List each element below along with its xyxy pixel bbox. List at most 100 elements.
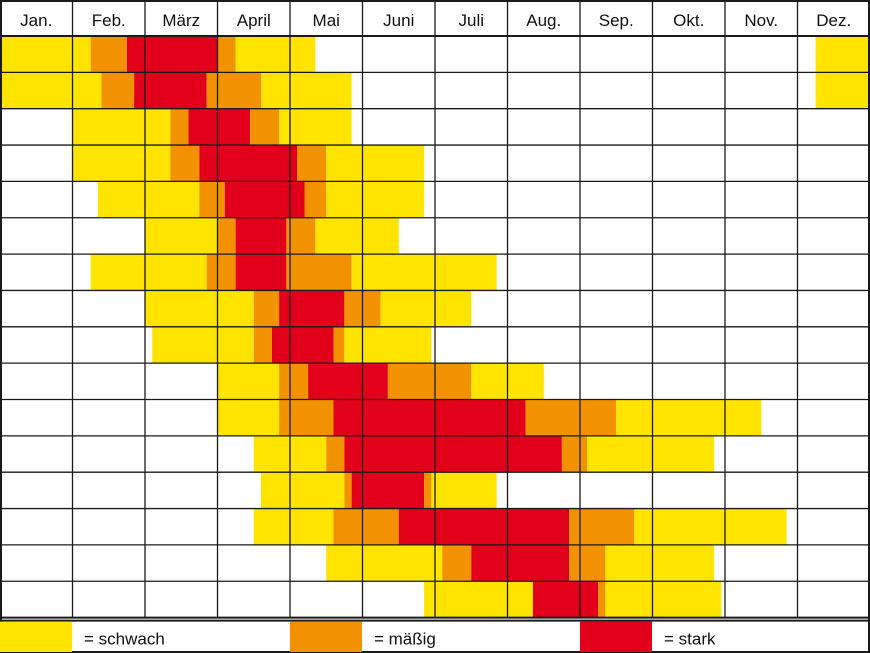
bar-row-9-4-mäßig <box>333 326 345 364</box>
bar-row-10-4-mäßig <box>387 363 472 400</box>
bar-row-2-6-schwach <box>261 72 352 109</box>
bar-row-3-2-mäßig <box>170 108 189 146</box>
bar-row-12-5-schwach <box>587 435 715 473</box>
bar-row-14-5-schwach <box>634 508 787 545</box>
legend-swatch-mäßig <box>290 621 362 652</box>
bar-row-12-3-stark <box>344 435 562 473</box>
month-label: Okt. <box>673 11 704 30</box>
bar-row-9-3-stark <box>271 326 334 364</box>
month-label: Jan. <box>20 11 52 30</box>
bar-row-8-3-stark <box>279 290 345 327</box>
bar-row-11-5-schwach <box>616 399 762 436</box>
bar-row-12-4-mäßig <box>561 435 588 473</box>
bar-row-4-5-schwach <box>326 145 425 182</box>
bar-row-7-5-schwach <box>351 254 497 291</box>
bar-row-2-7-schwach <box>815 72 870 109</box>
legend-label-schwach: = schwach <box>84 630 165 649</box>
bar-row-10-3-stark <box>308 363 388 400</box>
bar-row-5-2-mäßig <box>199 181 225 218</box>
bar-row-2-3-mäßig <box>101 72 135 109</box>
bar-row-13-4-mäßig <box>424 472 432 509</box>
month-label: Sep. <box>599 11 634 30</box>
bar-row-6-2-mäßig <box>217 217 236 255</box>
month-label: Aug. <box>526 11 561 30</box>
bar-row-13-5-schwach <box>431 472 497 509</box>
bar-row-14-2-mäßig <box>333 508 399 545</box>
month-label: April <box>237 11 271 30</box>
bar-row-4-4-mäßig <box>297 145 327 182</box>
bar-row-1-5-schwach <box>235 36 316 73</box>
bar-row-10-2-mäßig <box>279 363 309 400</box>
bar-row-16-4-schwach <box>605 581 722 618</box>
bar-row-13-1-schwach <box>261 472 345 509</box>
bar-row-15-5-schwach <box>605 544 715 582</box>
bar-row-10-1-schwach <box>217 363 280 400</box>
month-label: Juni <box>383 11 414 30</box>
bar-row-12-2-mäßig <box>326 435 345 473</box>
month-label: Dez. <box>816 11 851 30</box>
bar-row-15-1-schwach <box>326 544 443 582</box>
legend: = schwach = mäßig = stark <box>0 619 870 652</box>
bar-row-3-5-schwach <box>279 108 352 146</box>
bar-row-2-5-mäßig <box>206 72 261 109</box>
bar-row-5-5-schwach <box>326 181 425 218</box>
bar-row-13-3-stark <box>351 472 425 509</box>
bar-row-16-1-schwach <box>424 581 533 618</box>
bar-row-14-1-schwach <box>253 508 334 545</box>
month-label: März <box>162 11 200 30</box>
month-label: Nov. <box>744 11 778 30</box>
bar-row-4-3-stark <box>199 145 298 182</box>
legend-label-mäßig: = mäßig <box>374 630 436 649</box>
bar-row-7-2-mäßig <box>206 254 236 291</box>
bar-row-7-3-stark <box>235 254 287 291</box>
legend-label-stark: = stark <box>664 630 716 649</box>
bar-row-5-4-mäßig <box>304 181 327 218</box>
bar-row-8-1-schwach <box>145 290 254 327</box>
month-labels: Jan. Feb. März April Mai Juni Juli Aug. Sep. Okt.… <box>20 11 851 30</box>
bar-row-6-1-schwach <box>145 217 218 255</box>
bar-row-15-3-stark <box>471 544 570 582</box>
bar-row-15-2-mäßig <box>442 544 472 582</box>
bar-row-3-3-stark <box>188 108 251 146</box>
bar-row-7-1-schwach <box>90 254 207 291</box>
bar-row-13-2-mäßig <box>344 472 352 509</box>
bar-row-11-3-stark <box>333 399 526 436</box>
month-label: Mai <box>313 11 340 30</box>
month-label: Feb. <box>92 11 126 30</box>
bar-row-11-1-schwach <box>217 399 280 436</box>
bar-row-5-1-schwach <box>97 181 200 218</box>
bar-row-14-4-mäßig <box>569 508 635 545</box>
legend-swatch-stark <box>580 621 652 652</box>
bar-row-4-2-mäßig <box>170 145 200 182</box>
bar-row-3-1-schwach <box>72 108 171 146</box>
bar-row-4-1-schwach <box>72 145 171 182</box>
bar-row-9-5-schwach <box>344 326 432 364</box>
bar-row-8-2-mäßig <box>253 290 280 327</box>
bar-row-7-4-mäßig <box>286 254 352 291</box>
bar-row-15-4-mäßig <box>569 544 606 582</box>
bar-row-14-3-stark <box>398 508 570 545</box>
bar-row-6-3-stark <box>235 217 287 255</box>
bar-row-1-2-mäßig <box>90 36 127 73</box>
bar-row-1-1-schwach <box>0 36 91 73</box>
bar-row-16-2-stark <box>532 581 599 618</box>
legend-swatch-schwach <box>0 621 72 652</box>
bar-row-9-2-mäßig <box>253 326 272 364</box>
bar-row-16-3-mäßig <box>598 581 606 618</box>
bar-row-8-5-schwach <box>380 290 472 327</box>
bar-row-3-4-mäßig <box>250 108 280 146</box>
bar-row-6-5-schwach <box>315 217 399 255</box>
bar-row-9-1-schwach <box>152 326 254 364</box>
bar-row-1-6-schwach <box>815 36 870 73</box>
bar-row-11-4-mäßig <box>525 399 617 436</box>
bar-row-2-2-schwach <box>0 72 102 109</box>
bar-row-5-3-stark <box>224 181 305 218</box>
bar-row-2-4-stark <box>134 72 207 109</box>
bar-row-1-3-stark <box>126 36 218 73</box>
bar-row-6-4-mäßig <box>286 217 316 255</box>
month-label: Juli <box>458 11 484 30</box>
bar-row-1-4-mäßig <box>217 36 236 73</box>
